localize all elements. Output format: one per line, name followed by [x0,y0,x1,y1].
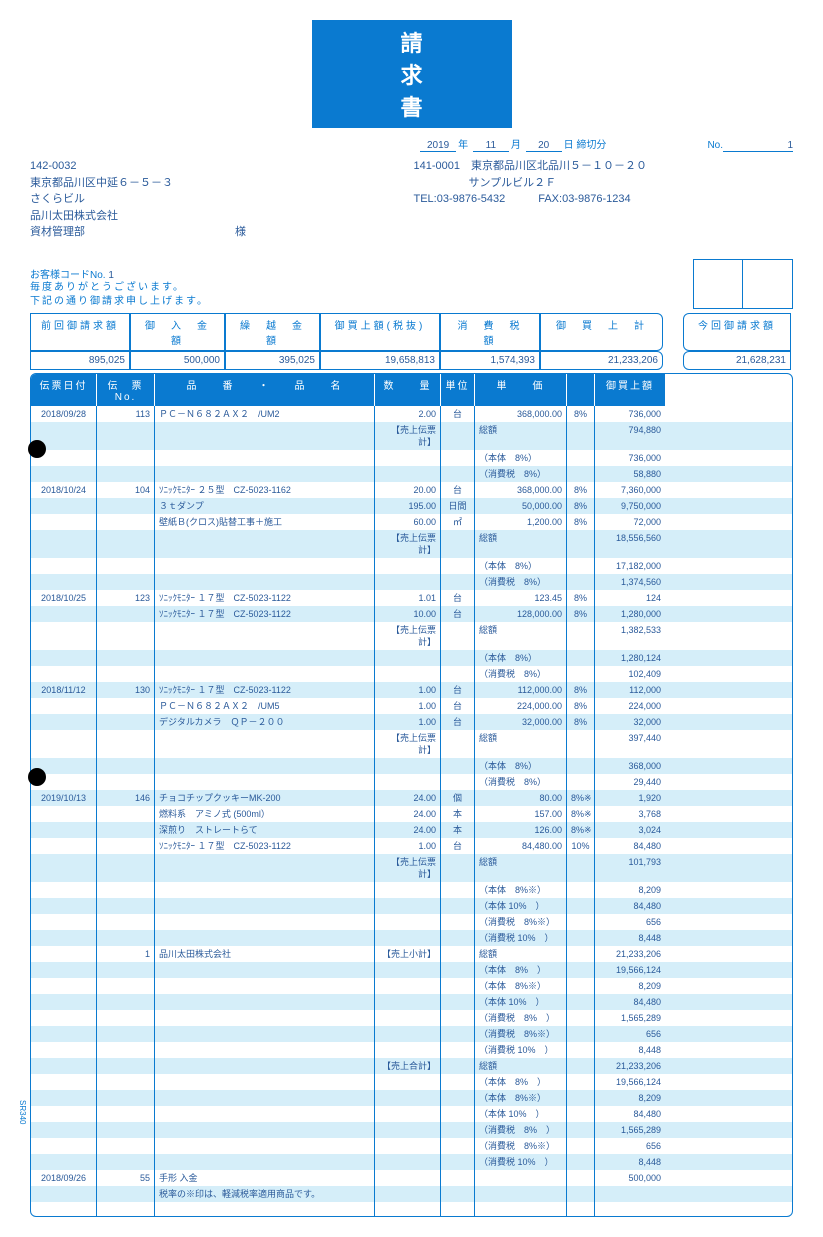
customer-code: お客様コードNo. 1 [30,266,693,281]
punch-hole-icon [28,440,46,458]
table-row [31,1202,792,1216]
table-row: （消費税 8%※）656 [31,914,792,930]
document-number: No.1 [673,140,793,152]
table-row: （本体 8%※）8,209 [31,882,792,898]
table-row: 1品川太田株式会社【売上小計】総額21,233,206 [31,946,792,962]
table-row: 2018/10/24104ｿﾆｯｸﾓﾆﾀｰ ２５型 CZ-5023-116220… [31,482,792,498]
table-row: 2019/10/13146チョコチップクッキーMK-20024.00個80.00… [31,790,792,806]
table-row: （消費税 10% ）8,448 [31,930,792,946]
table-row: （本体 8% ）19,566,124 [31,962,792,978]
table-row: 【売上伝票計】総額794,880 [31,422,792,450]
table-row: （消費税 10% ）8,448 [31,1042,792,1058]
table-row: （本体 8%）736,000 [31,450,792,466]
table-row: 2018/09/2655手形 入金500,000 [31,1170,792,1186]
stamp-boxes [693,259,793,309]
greeting-message: 毎度ありがとうございます。下記の通り御請求申し上げます。 [30,281,693,309]
table-row: 燃料系 アミノ式 (500ml）24.00本157.008%※3,768 [31,806,792,822]
table-row: （消費税 8% ）1,565,289 [31,1010,792,1026]
table-row: （本体 10% ）84,480 [31,898,792,914]
date-row: 2019年 11月 20日 締切分 No.1 [30,136,793,152]
sender-address: 141-0001 東京都品川区北品川５－１０－２０ サンプルビル２Ｆ TEL:0… [410,158,794,241]
table-row: ＰＣ－Ｎ６８２ＡＸ２ /UM51.00台224,000.008%224,000 [31,698,792,714]
table-row: 【売上合計】総額21,233,206 [31,1058,792,1074]
table-row: （消費税 8%）102,409 [31,666,792,682]
detail-body: 2018/09/28113ＰＣ－Ｎ６８２ＡＸ２ /UM22.00台368,000… [31,406,792,1216]
table-row: 【売上伝票計】総額18,556,560 [31,530,792,558]
table-row: （本体 8%※）8,209 [31,978,792,994]
summary-table: 前回御請求額御 入 金 額繰 越 金 額御買上額(税抜)消 費 税 額御 買 上… [30,313,793,370]
table-row: 【売上伝票計】総額101,793 [31,854,792,882]
table-row: 深煎り ストレートらて24.00本126.008%※3,024 [31,822,792,838]
table-row: ｿﾆｯｸﾓﾆﾀｰ １７型 CZ-5023-11221.00台84,480.001… [31,838,792,854]
recipient-address: 142-0032 東京都品川区中延６－５－３ さくらビル 品川太田株式会社 資材… [30,158,410,241]
punch-hole-icon [28,768,46,786]
table-row: （本体 8%※）8,209 [31,1090,792,1106]
table-row: （消費税 8%）29,440 [31,774,792,790]
table-row: ３ｔダンプ195.00日間50,000.008%9,750,000 [31,498,792,514]
table-row: ｿﾆｯｸﾓﾆﾀｰ １７型 CZ-5023-112210.00台128,000.0… [31,606,792,622]
issue-date: 2019年 11月 20日 締切分 [352,136,674,152]
table-row: 2018/11/12130ｿﾆｯｸﾓﾆﾀｰ １７型 CZ-5023-11221.… [31,682,792,698]
detail-table: 伝票日付伝 票 No.品 番 ・ 品 名数 量単位単 価御買上額 2018/09… [30,373,793,1217]
table-row: （消費税 8%）58,880 [31,466,792,482]
table-row: 税率の※印は、軽減税率適用商品です。 [31,1186,792,1202]
table-row: デジタルカメラ ＱＰ－２００1.00台32,000.008%32,000 [31,714,792,730]
table-row: （消費税 8% ）1,565,289 [31,1122,792,1138]
form-number: SR340 [18,1100,27,1124]
table-row: （本体 10% ）84,480 [31,1106,792,1122]
table-row: 【売上伝票計】総額1,382,533 [31,622,792,650]
document-title: 請 求 書 [312,20,512,128]
table-row: （消費税 10% ）8,448 [31,1154,792,1170]
table-row: 壁紙Ｂ(クロス)貼替工事＋施工60.00㎡1,200.008%72,000 [31,514,792,530]
table-row: （消費税 8%※）656 [31,1026,792,1042]
table-row: 【売上伝票計】総額397,440 [31,730,792,758]
table-row: （本体 8%）368,000 [31,758,792,774]
table-row: （本体 8% ）19,566,124 [31,1074,792,1090]
table-row: （消費税 8%）1,374,560 [31,574,792,590]
table-row: （本体 8%）1,280,124 [31,650,792,666]
table-row: （本体 10% ）84,480 [31,994,792,1010]
table-row: （本体 8%）17,182,000 [31,558,792,574]
detail-header: 伝票日付伝 票 No.品 番 ・ 品 名数 量単位単 価御買上額 [31,374,792,406]
table-row: 2018/10/25123ｿﾆｯｸﾓﾆﾀｰ １７型 CZ-5023-11221.… [31,590,792,606]
table-row: （消費税 8%※）656 [31,1138,792,1154]
table-row: 2018/09/28113ＰＣ－Ｎ６８２ＡＸ２ /UM22.00台368,000… [31,406,792,422]
